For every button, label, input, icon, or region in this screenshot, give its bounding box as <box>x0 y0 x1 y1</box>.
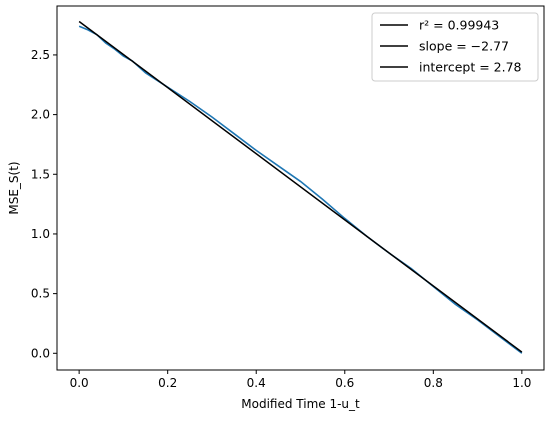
y-tick-label: 2.5 <box>31 48 50 62</box>
x-tick-label: 0.0 <box>70 376 89 390</box>
y-tick-label: 2.0 <box>31 108 50 122</box>
legend-box <box>371 12 539 82</box>
x-tick-label: 0.6 <box>335 376 354 390</box>
y-tick-label: 1.0 <box>31 227 50 241</box>
y-tick-label: 0.5 <box>31 287 50 301</box>
x-tick-label: 0.8 <box>424 376 443 390</box>
fit-line <box>78 20 523 353</box>
axes: 0.0 0.2 0.4 0.6 0.8 1.0 0.0 0.5 1.0 1.5 2.0 2.5 <box>31 5 545 390</box>
x-tick-label: 1.0 <box>512 376 531 390</box>
y-axis-label: MSE_S(t) <box>7 161 21 214</box>
legend-entry-label: intercept = 2.78 <box>419 60 522 75</box>
x-tick-label: 0.2 <box>158 376 177 390</box>
plot-area <box>78 20 523 354</box>
legend-entry-label: r² = 0.99943 <box>419 18 499 33</box>
axes-frame <box>56 5 545 371</box>
legend: r² = 0.99943 slope = −2.77 intercept = 2.7… <box>371 12 539 82</box>
x-tick-label: 0.4 <box>247 376 266 390</box>
y-tick-label: 0.0 <box>31 346 50 360</box>
y-tick-label: 1.5 <box>31 167 50 181</box>
legend-entry-label: slope = −2.77 <box>419 39 509 54</box>
x-axis-label: Modified Time 1-u_t <box>241 397 360 411</box>
